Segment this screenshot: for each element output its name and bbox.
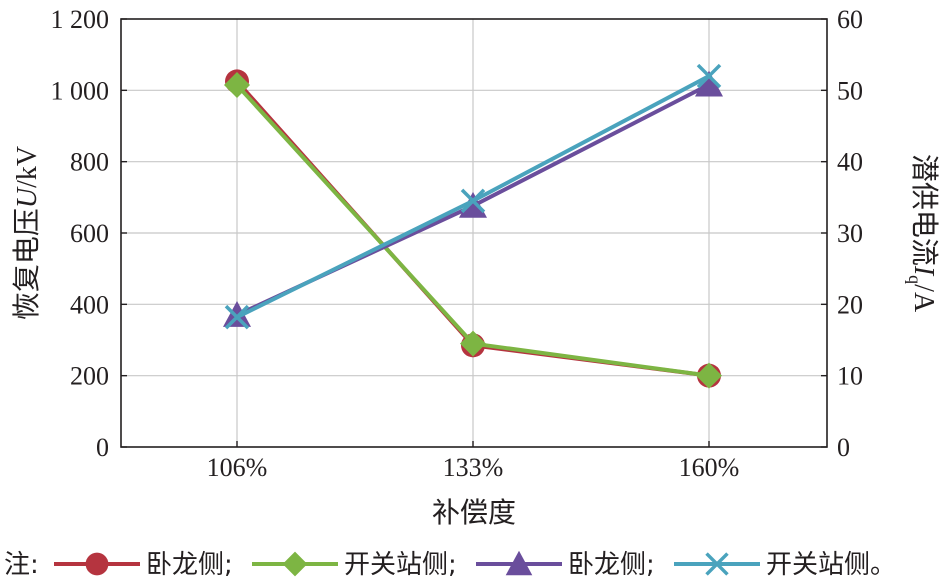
left-tick-label: 400 bbox=[70, 290, 109, 319]
x-tick-label: 133% bbox=[443, 453, 504, 482]
legend-label: 卧龙侧; bbox=[568, 550, 655, 580]
legend-item: 开关站侧。 bbox=[674, 550, 896, 580]
left-axis-ticks: 0 200 400 600 800 1 000 1 200 bbox=[51, 5, 127, 462]
marker-cross-stroke bbox=[705, 552, 729, 576]
left-tick-label: 200 bbox=[70, 362, 109, 391]
legend-swatch-marker bbox=[85, 552, 109, 576]
left-tick-label: 800 bbox=[70, 148, 109, 177]
data-point bbox=[459, 191, 487, 218]
right-tick-label: 60 bbox=[837, 5, 863, 34]
legend-swatch-marker bbox=[505, 550, 533, 576]
legend-item: 卧龙侧; bbox=[54, 550, 233, 580]
data-point bbox=[695, 70, 723, 97]
right-tick-label: 0 bbox=[837, 433, 850, 462]
legend-prefix: 注: bbox=[4, 550, 39, 580]
left-axis-title: 恢复电压U/kV bbox=[10, 146, 43, 320]
legend-label: 开关站侧; bbox=[344, 550, 457, 580]
series-layer bbox=[223, 63, 723, 389]
data-point bbox=[460, 188, 486, 214]
legend-swatch-marker bbox=[282, 551, 308, 577]
right-axis-ticks: 0 10 20 30 40 50 60 bbox=[821, 5, 863, 462]
right-axis-title: 潜供电流Iq/A bbox=[905, 154, 941, 313]
left-tick-label: 1 000 bbox=[51, 76, 110, 105]
legend: 注: 卧龙侧; 开关站侧; 卧龙侧; 开关站侧。 bbox=[4, 550, 896, 580]
legend-item: 卧龙侧; bbox=[476, 550, 655, 580]
right-tick-label: 20 bbox=[837, 290, 863, 319]
marker-cross-stroke bbox=[696, 63, 722, 89]
marker-cross-stroke bbox=[224, 304, 250, 330]
data-point bbox=[224, 71, 250, 98]
x-tick-label: 160% bbox=[679, 453, 740, 482]
right-tick-label: 10 bbox=[837, 362, 863, 391]
left-tick-label: 600 bbox=[70, 219, 109, 248]
data-point bbox=[223, 301, 251, 327]
series-2 bbox=[224, 71, 722, 389]
series-4 bbox=[224, 63, 722, 330]
right-tick-label: 30 bbox=[837, 219, 863, 248]
data-point bbox=[696, 362, 722, 389]
x-axis-title: 补偿度 bbox=[432, 496, 516, 529]
right-tick-label: 40 bbox=[837, 148, 863, 177]
right-tick-label: 50 bbox=[837, 76, 863, 105]
legend-item: 开关站侧; bbox=[252, 550, 457, 580]
legend-label: 开关站侧。 bbox=[766, 550, 896, 580]
left-tick-label: 0 bbox=[96, 433, 109, 462]
data-point bbox=[696, 63, 722, 89]
x-tick-label: 106% bbox=[207, 453, 268, 482]
x-axis-ticks: 106% 133% 160% bbox=[207, 441, 740, 482]
legend-swatch-marker bbox=[705, 552, 729, 576]
marker-cross-stroke bbox=[460, 188, 486, 214]
legend-label: 卧龙侧; bbox=[146, 550, 233, 580]
data-point bbox=[224, 304, 250, 330]
data-point bbox=[460, 330, 486, 357]
left-tick-label: 1 200 bbox=[51, 5, 110, 34]
